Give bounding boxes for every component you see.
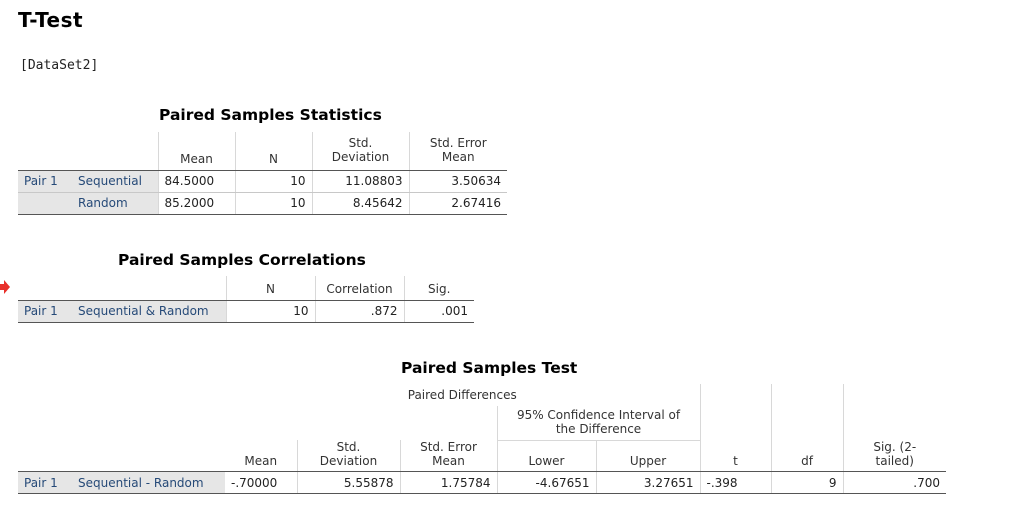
pair-label: Pair 1: [18, 300, 72, 323]
stats-n: 10: [234, 192, 312, 215]
test-header-blank: [72, 440, 225, 472]
stats-std-deviation: 8.45642: [311, 192, 409, 215]
test-header-spacer: [842, 384, 946, 406]
variable-label: Sequential - Random: [72, 471, 225, 494]
table-row: Pair 1 Sequential 84.5000 10 11.08803 3.…: [18, 170, 507, 193]
test-header-blank: [18, 440, 72, 472]
test-header-sig-2-tailed: Sig. (2- tailed): [842, 440, 946, 472]
stats-header-blank: [18, 132, 72, 171]
corr-n: 10: [225, 300, 315, 323]
stats-table-title: Paired Samples Statistics: [159, 106, 382, 124]
test-header-blank: [72, 406, 225, 440]
test-header-lower: Lower: [496, 440, 596, 472]
stats-std-deviation: 11.08803: [311, 170, 409, 193]
stats-header-mean: Mean: [157, 132, 235, 171]
stats-header-std-error-mean: Std. Error Mean: [408, 132, 507, 171]
test-header-blank: [18, 384, 72, 406]
test-header-spacer: [699, 406, 771, 440]
red-arrow-icon: [0, 280, 10, 294]
table-row: Pair 1 Sequential & Random 10 .872 .001: [18, 300, 474, 323]
test-header-mean: Mean: [225, 440, 297, 472]
correlations-table: N Correlation Sig. Pair 1 Sequential & R…: [18, 276, 474, 323]
test-header-blank: [18, 406, 72, 440]
test-upper: 3.27651: [595, 471, 700, 494]
table-row: Random 85.2000 10 8.45642 2.67416: [18, 192, 507, 215]
page-title: T-Test: [18, 8, 84, 32]
test-header-blank: [72, 384, 225, 406]
test-std-deviation: 5.55878: [296, 471, 400, 494]
test-header-upper: Upper: [595, 440, 700, 472]
test-header-spacer: [842, 406, 946, 440]
stats-header-blank: [72, 132, 158, 171]
test-table-title: Paired Samples Test: [401, 359, 578, 377]
pair-label: Pair 1: [18, 471, 72, 494]
test-header-std-deviation: Std. Deviation: [296, 440, 400, 472]
stats-n: 10: [234, 170, 312, 193]
corr-sig: .001: [403, 300, 474, 323]
corr-header-blank: [18, 276, 72, 301]
stats-std-error: 3.50634: [408, 170, 507, 193]
stats-mean: 84.5000: [157, 170, 235, 193]
corr-header-correlation: Correlation: [314, 276, 404, 301]
test-header-blank: [297, 406, 400, 440]
test-std-error: 1.75784: [399, 471, 497, 494]
corr-correlation: .872: [314, 300, 404, 323]
test-header-paired-differences: Paired Differences: [407, 388, 517, 402]
test-lower: -4.67651: [496, 471, 596, 494]
variable-label: Sequential: [72, 170, 158, 193]
test-t: -.398: [699, 471, 771, 494]
test-header-spacer: [699, 384, 771, 406]
stats-std-error: 2.67416: [408, 192, 507, 215]
stats-table: Mean N Std. Deviation Std. Error Mean Pair…: [18, 132, 507, 215]
dataset-label: [DataSet2]: [20, 58, 99, 73]
stats-header-n: N: [234, 132, 312, 171]
stats-header-std-deviation: Std. Deviation: [311, 132, 409, 171]
test-header-std-error-mean: Std. Error Mean: [399, 440, 497, 472]
test-header-t: t: [699, 440, 771, 472]
stats-mean: 85.2000: [157, 192, 235, 215]
corr-header-n: N: [225, 276, 315, 301]
test-header-spacer: [770, 384, 843, 406]
corr-header-blank: [72, 276, 226, 301]
correlations-table-title: Paired Samples Correlations: [118, 251, 366, 269]
test-header-confidence-interval: 95% Confidence Interval of the Difference: [496, 406, 700, 441]
test-header-spacer: [770, 406, 843, 440]
test-mean: -.70000: [225, 471, 297, 494]
pair-label-empty: [18, 192, 72, 215]
test-header-df: df: [770, 440, 843, 472]
variable-label: Sequential & Random: [72, 300, 226, 323]
test-df: 9: [770, 471, 843, 494]
pair-label: Pair 1: [18, 170, 72, 193]
test-header-blank: [400, 406, 497, 440]
test-header-blank: [225, 406, 297, 440]
test-table: Paired Differences 95% Confidence Interv…: [18, 384, 946, 494]
corr-header-sig: Sig.: [403, 276, 474, 301]
table-row: Pair 1 Sequential - Random -.70000 5.558…: [18, 471, 946, 494]
variable-label: Random: [72, 192, 158, 215]
test-sig: .700: [842, 471, 946, 494]
